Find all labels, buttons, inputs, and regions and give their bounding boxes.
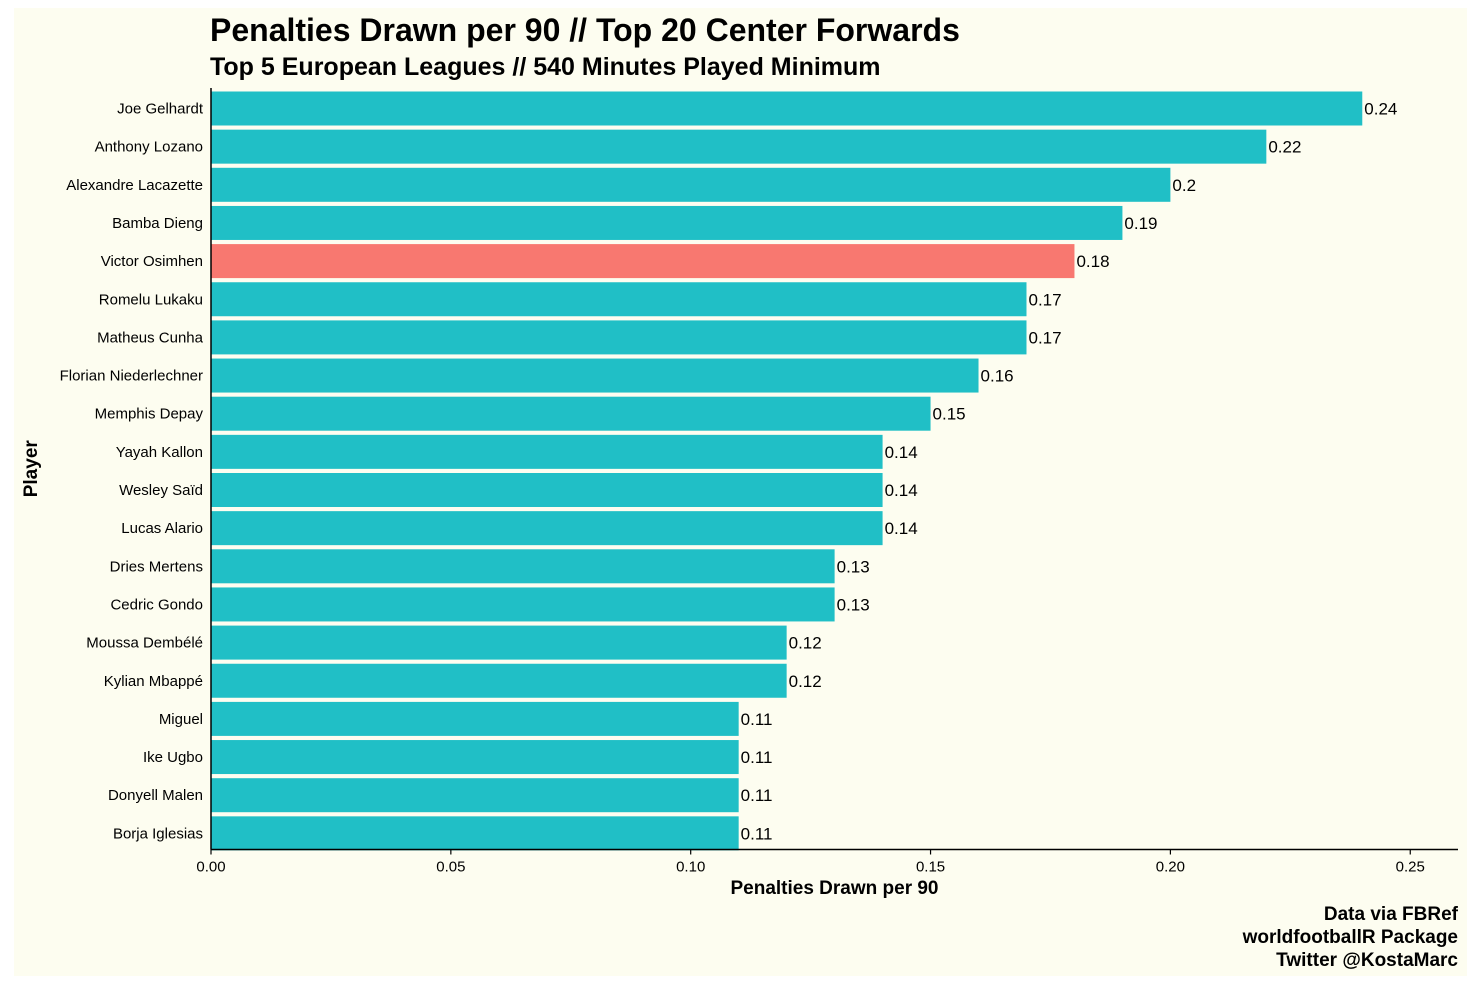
bar-value-label: 0.16 (981, 367, 1014, 386)
bar-value-label: 0.13 (837, 557, 870, 576)
bar-value-label: 0.11 (741, 824, 773, 843)
value-labels-group: 0.24 0.22 0.2 0.19 0.18 0.17 0.17 0.16 0.15 0.14 0… (741, 100, 1398, 844)
bar (211, 205, 1123, 240)
y-axis-title: Player (21, 440, 42, 498)
bar-value-label: 0.24 (1364, 100, 1397, 119)
bar-value-label: 0.11 (741, 748, 773, 767)
bars-group (211, 91, 1363, 851)
bar (211, 358, 979, 393)
bar (211, 244, 1075, 279)
bar (211, 434, 883, 469)
y-tick-label: Cedric Gondo (110, 596, 203, 613)
bar-value-label: 0.17 (1028, 328, 1061, 347)
bar (211, 129, 1267, 164)
chart-subtitle: Top 5 European Leagues // 540 Minutes Pl… (210, 53, 881, 81)
bar-value-label: 0.14 (885, 443, 918, 462)
y-tick-label: Victor Osimhen (101, 253, 203, 270)
bar-value-label: 0.13 (837, 595, 870, 614)
bar (211, 320, 1027, 355)
y-axis-tick-labels: Joe Gelhardt Anthony Lozano Alexandre Laca… (60, 101, 204, 843)
bar (211, 625, 787, 660)
chart-title: Penalties Drawn per 90 // Top 20 Center … (210, 12, 960, 48)
bar-value-label: 0.12 (789, 634, 822, 653)
y-tick-label: Donyell Malen (108, 787, 203, 804)
bar (211, 663, 787, 698)
bar (211, 816, 739, 851)
y-tick-label: Joe Gelhardt (117, 101, 204, 118)
y-tick-label: Memphis Depay (95, 406, 204, 423)
x-tick-label: 0.05 (436, 859, 465, 876)
y-tick-label: Matheus Cunha (97, 329, 204, 346)
bar-value-label: 0.2 (1172, 176, 1196, 195)
bar-value-label: 0.14 (885, 519, 918, 538)
bar (211, 396, 931, 431)
y-tick-label: Romelu Lukaku (99, 291, 203, 308)
y-tick-label: Dries Mertens (110, 558, 203, 575)
y-tick-label: Wesley Saïd (119, 482, 203, 499)
y-tick-label: Anthony Lozano (95, 139, 203, 156)
bar-value-label: 0.22 (1268, 138, 1301, 157)
bar (211, 587, 835, 622)
y-tick-label: Lucas Alario (121, 520, 203, 537)
bar-value-label: 0.18 (1076, 252, 1109, 271)
bar-value-label: 0.19 (1124, 214, 1157, 233)
caption-line: Twitter @KostaMarc (1276, 950, 1458, 971)
x-tick-label: 0.25 (1396, 859, 1425, 876)
bar (211, 701, 739, 736)
y-tick-label: Florian Niederlechner (60, 368, 203, 385)
bar-value-label: 0.15 (933, 405, 966, 424)
bar (211, 91, 1363, 126)
bar (211, 778, 739, 813)
y-tick-label: Ike Ugbo (143, 749, 203, 766)
x-tick-label: 0.15 (916, 859, 945, 876)
bar (211, 740, 739, 775)
bar (211, 282, 1027, 317)
bar-value-label: 0.11 (741, 710, 773, 729)
caption-line: Data via FBRef (1323, 904, 1458, 925)
x-axis-title: Penalties Drawn per 90 (730, 878, 938, 899)
caption-line: worldfootballR Package (1242, 927, 1458, 948)
y-tick-label: Yayah Kallon (116, 444, 203, 461)
y-tick-label: Borja Iglesias (113, 825, 203, 842)
x-axis-ticks: 0.00 0.05 0.10 0.15 0.20 0.25 (196, 849, 1425, 876)
x-tick-label: 0.10 (676, 859, 705, 876)
bar-value-label: 0.17 (1028, 290, 1061, 309)
bar-value-label: 0.14 (885, 481, 918, 500)
bar (211, 473, 883, 507)
bar (211, 167, 1171, 202)
x-tick-label: 0.20 (1156, 859, 1185, 876)
y-tick-label: Bamba Dieng (112, 215, 203, 232)
y-tick-label: Moussa Dembélé (86, 635, 203, 652)
bar-value-label: 0.11 (741, 786, 773, 805)
bar (211, 511, 883, 546)
y-tick-label: Alexandre Lacazette (66, 177, 203, 194)
y-tick-label: Miguel (159, 711, 203, 728)
y-tick-label: Kylian Mbappé (104, 673, 203, 690)
caption: Data via FBRef worldfootballR Package Tw… (1243, 903, 1458, 972)
bar (211, 549, 835, 584)
bar-value-label: 0.12 (789, 672, 822, 691)
x-tick-label: 0.00 (196, 859, 225, 876)
